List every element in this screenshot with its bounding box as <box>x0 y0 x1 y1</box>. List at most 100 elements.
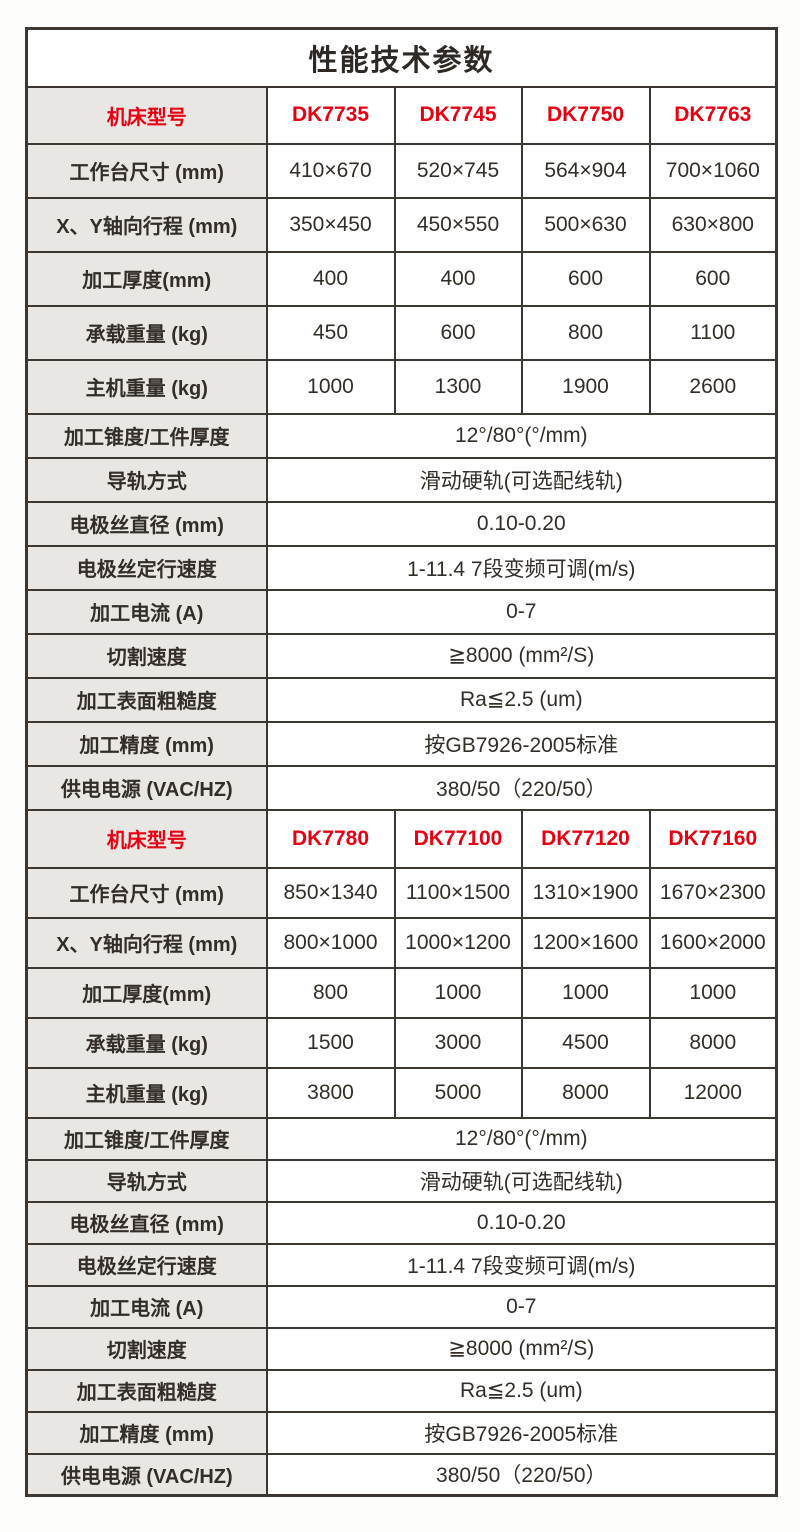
span-row: 切割速度 ≧8000 (mm²/S) <box>25 632 778 679</box>
spec-row: 加工厚度(mm) 800 1000 1000 1000 <box>25 966 778 1019</box>
spec-value: 1100×1500 <box>393 866 523 919</box>
spec-value: 1300 <box>393 358 523 415</box>
span-row: 供电电源 (VAC/HZ) 380/50（220/50） <box>25 1452 778 1497</box>
span-row: 加工精度 (mm) 按GB7926-2005标准 <box>25 1410 778 1455</box>
spec-value: 520×745 <box>393 142 523 199</box>
spec-table: 性能技术参数 机床型号 DK7735 DK7745 DK7750 DK7763 工作台尺寸 … <box>25 27 779 1497</box>
spec-value: 1000 <box>265 358 396 415</box>
model-name: DK7735 <box>265 85 396 145</box>
spec-row-label: 承载重量 (kg) <box>25 304 268 361</box>
spec-value: 1900 <box>520 358 651 415</box>
span-row-label: 导轨方式 <box>25 456 268 503</box>
spec-row-label: 工作台尺寸 (mm) <box>25 866 268 919</box>
spec-row: 加工厚度(mm) 400 400 600 600 <box>25 250 778 307</box>
span-row: 电极丝直径 (mm) 0.10-0.20 <box>25 1200 778 1245</box>
span-row-value: 滑动硬轨(可选配线轨) <box>265 1158 778 1203</box>
span-row: 电极丝定行速度 1-11.4 7段变频可调(m/s) <box>25 544 778 591</box>
span-row-label: 电极丝直径 (mm) <box>25 1200 268 1245</box>
spec-row: 工作台尺寸 (mm) 850×1340 1100×1500 1310×1900 1670… <box>25 866 778 919</box>
spec-value: 500×630 <box>520 196 651 253</box>
span-row: 加工锥度/工件厚度 12°/80°(°/mm) <box>25 1116 778 1161</box>
spec-row-label: X、Y轴向行程 (mm) <box>25 916 268 969</box>
span-row-label: 加工锥度/工件厚度 <box>25 412 268 459</box>
model-header-row: 机床型号 DK7780 DK77100 DK77120 DK77160 <box>25 808 778 869</box>
model-row-label: 机床型号 <box>25 85 268 145</box>
spec-row: 承载重量 (kg) 1500 3000 4500 8000 <box>25 1016 778 1069</box>
span-row-label: 加工表面粗糙度 <box>25 1368 268 1413</box>
spec-value: 1000 <box>648 966 778 1019</box>
spec-value: 8000 <box>648 1016 778 1069</box>
spec-value: 700×1060 <box>648 142 778 199</box>
spec-value: 1000 <box>393 966 523 1019</box>
spec-value: 350×450 <box>265 196 396 253</box>
spec-value: 1000×1200 <box>393 916 523 969</box>
spec-row: X、Y轴向行程 (mm) 800×1000 1000×1200 1200×1600 16… <box>25 916 778 969</box>
spec-value: 1310×1900 <box>520 866 651 919</box>
span-row-value: 0-7 <box>265 1284 778 1329</box>
span-row: 加工表面粗糙度 Ra≦2.5 (um) <box>25 676 778 723</box>
spec-value: 600 <box>648 250 778 307</box>
span-row-label: 加工电流 (A) <box>25 1284 268 1329</box>
spec-table-body: 性能技术参数 机床型号 DK7735 DK7745 DK7750 DK7763 工作台尺寸 … <box>25 27 778 1497</box>
model-row-label: 机床型号 <box>25 808 268 869</box>
span-row: 供电电源 (VAC/HZ) 380/50（220/50） <box>25 764 778 811</box>
span-row-value: Ra≦2.5 (um) <box>265 676 778 723</box>
span-row-value: 12°/80°(°/mm) <box>265 1116 778 1161</box>
spec-row: 工作台尺寸 (mm) 410×670 520×745 564×904 700×1060 <box>25 142 778 199</box>
spec-value: 600 <box>393 304 523 361</box>
spec-row-label: 加工厚度(mm) <box>25 966 268 1019</box>
spec-row-label: 主机重量 (kg) <box>25 358 268 415</box>
spec-value: 1500 <box>265 1016 396 1069</box>
span-row-value: ≧8000 (mm²/S) <box>265 1326 778 1371</box>
span-row: 加工精度 (mm) 按GB7926-2005标准 <box>25 720 778 767</box>
span-row-label: 供电电源 (VAC/HZ) <box>25 1452 268 1497</box>
model-name: DK7763 <box>648 85 778 145</box>
span-row-label: 加工表面粗糙度 <box>25 676 268 723</box>
spec-row-label: X、Y轴向行程 (mm) <box>25 196 268 253</box>
span-row-value: 0.10-0.20 <box>265 500 778 547</box>
span-row: 导轨方式 滑动硬轨(可选配线轨) <box>25 1158 778 1203</box>
span-row: 电极丝定行速度 1-11.4 7段变频可调(m/s) <box>25 1242 778 1287</box>
spec-row: 主机重量 (kg) 1000 1300 1900 2600 <box>25 358 778 415</box>
span-row-label: 加工精度 (mm) <box>25 1410 268 1455</box>
span-row-value: 滑动硬轨(可选配线轨) <box>265 456 778 503</box>
model-header-row: 机床型号 DK7735 DK7745 DK7750 DK7763 <box>25 85 778 145</box>
span-row-label: 导轨方式 <box>25 1158 268 1203</box>
span-row-label: 供电电源 (VAC/HZ) <box>25 764 268 811</box>
spec-value: 800 <box>520 304 651 361</box>
span-row-value: 380/50（220/50） <box>265 764 778 811</box>
spec-value: 2600 <box>648 358 778 415</box>
span-row-label: 加工精度 (mm) <box>25 720 268 767</box>
spec-value: 1600×2000 <box>648 916 778 969</box>
spec-row-label: 加工厚度(mm) <box>25 250 268 307</box>
span-row: 加工电流 (A) 0-7 <box>25 1284 778 1329</box>
span-row-value: 380/50（220/50） <box>265 1452 778 1497</box>
spec-value: 450×550 <box>393 196 523 253</box>
spec-value: 5000 <box>393 1066 523 1119</box>
spec-value: 12000 <box>648 1066 778 1119</box>
span-row-value: Ra≦2.5 (um) <box>265 1368 778 1413</box>
span-row-value: 0.10-0.20 <box>265 1200 778 1245</box>
spec-row: X、Y轴向行程 (mm) 350×450 450×550 500×630 630×800 <box>25 196 778 253</box>
spec-value: 1200×1600 <box>520 916 651 969</box>
span-row-value: 按GB7926-2005标准 <box>265 720 778 767</box>
model-name: DK7745 <box>393 85 523 145</box>
span-row-label: 切割速度 <box>25 632 268 679</box>
spec-row-label: 工作台尺寸 (mm) <box>25 142 268 199</box>
span-row-value: 1-11.4 7段变频可调(m/s) <box>265 1242 778 1287</box>
span-row-value: 0-7 <box>265 588 778 635</box>
spec-value: 400 <box>265 250 396 307</box>
spec-value: 4500 <box>520 1016 651 1069</box>
model-name: DK7780 <box>265 808 396 869</box>
spec-value: 630×800 <box>648 196 778 253</box>
span-row: 加工表面粗糙度 Ra≦2.5 (um) <box>25 1368 778 1413</box>
span-row-label: 切割速度 <box>25 1326 268 1371</box>
spec-value: 3800 <box>265 1066 396 1119</box>
spec-value: 1100 <box>648 304 778 361</box>
span-row-value: 1-11.4 7段变频可调(m/s) <box>265 544 778 591</box>
span-row-value: 按GB7926-2005标准 <box>265 1410 778 1455</box>
span-row-label: 电极丝定行速度 <box>25 1242 268 1287</box>
spec-value: 600 <box>520 250 651 307</box>
span-row-value: ≧8000 (mm²/S) <box>265 632 778 679</box>
